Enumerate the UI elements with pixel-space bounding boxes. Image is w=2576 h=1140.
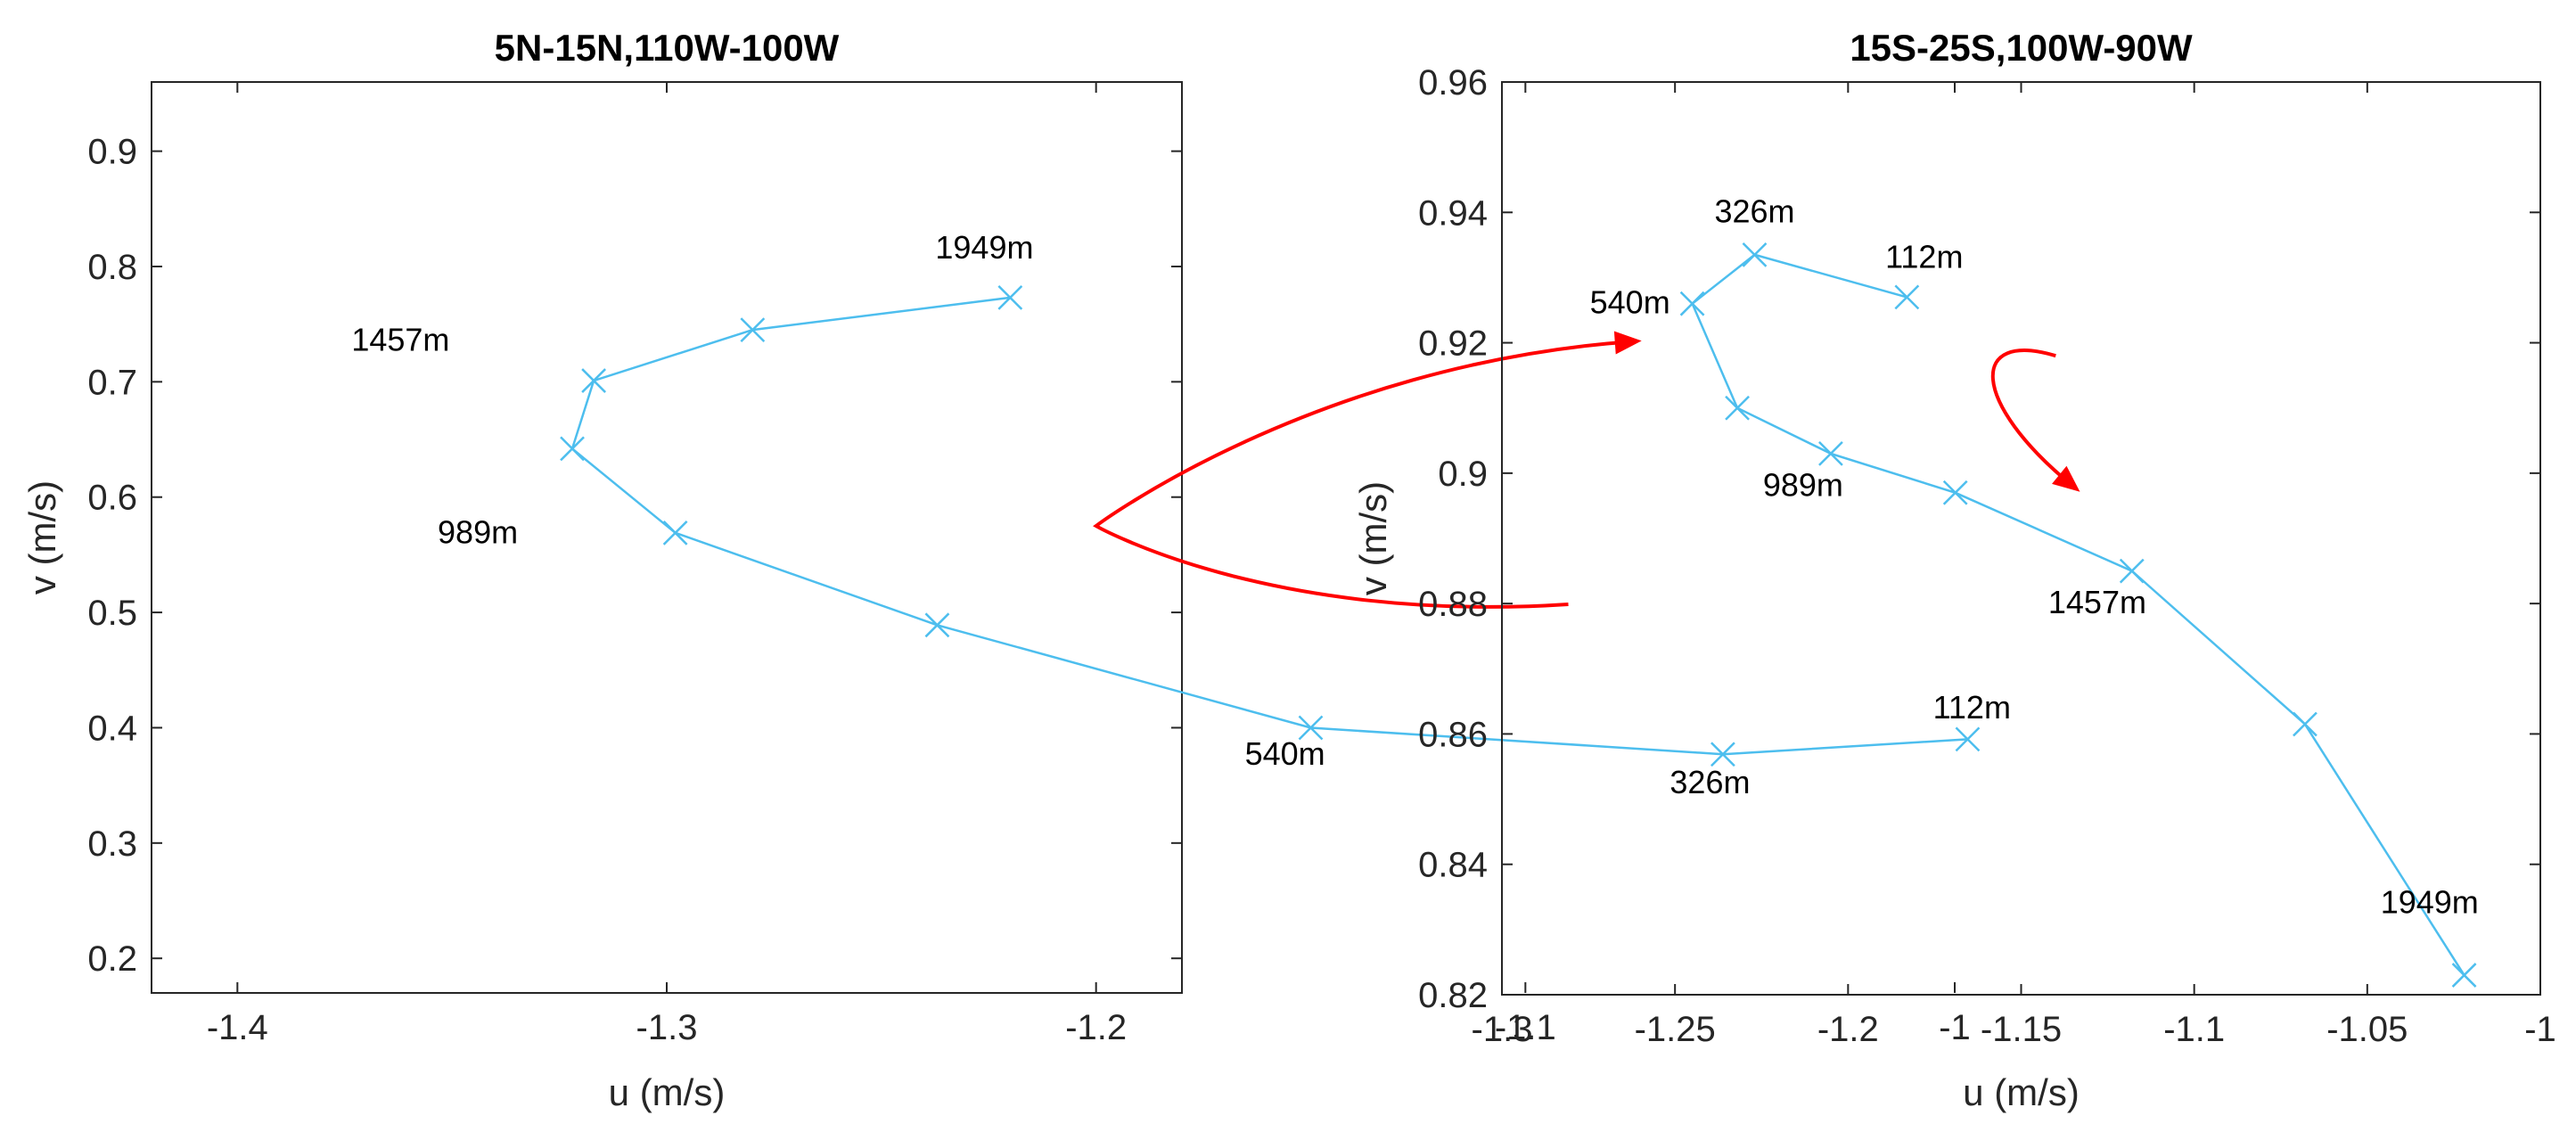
data-point-marker-right	[1942, 480, 1968, 505]
depth-label-right: 326m	[1714, 193, 1794, 229]
x-axis-label-right: u (m/s)	[1963, 1071, 2080, 1113]
depth-label-right: 540m	[1590, 284, 1670, 321]
y-tick-label-right: 0.84	[1418, 846, 1488, 885]
y-tick-label-right: 0.88	[1418, 585, 1488, 624]
data-point-marker-right	[1742, 242, 1768, 267]
depth-label-left: 1949m	[935, 229, 1033, 266]
y-axis-label-right: v (m/s)	[1352, 481, 1394, 595]
y-tick-label-right: 0.86	[1418, 715, 1488, 754]
y-tick-label-right: 0.82	[1418, 976, 1488, 1015]
x-tick-label-left: -1.4	[207, 1008, 268, 1047]
y-tick-label-left: 0.3	[87, 824, 137, 864]
depth-label-right: 989m	[1763, 466, 1843, 503]
y-tick-label-left: 0.8	[87, 248, 137, 287]
data-point-marker-left	[1955, 726, 1981, 752]
data-point-marker-right	[2293, 711, 2318, 737]
x-tick-label-right: -1.3	[1472, 1010, 1533, 1049]
depth-label-left: 326m	[1669, 764, 1750, 800]
x-tick-label-right: -1.1	[2163, 1010, 2225, 1049]
x-tick-label-right: -1	[2524, 1010, 2556, 1049]
data-point-marker-right	[2119, 558, 2145, 584]
data-point-marker-left	[1710, 742, 1735, 767]
x-tick-label-left: -1.2	[1065, 1008, 1127, 1047]
rotation-arrow-right	[1990, 349, 2075, 488]
chart-title-left: 5N-15N,110W-100W	[495, 27, 840, 69]
depth-label-left: 540m	[1245, 735, 1325, 772]
y-tick-label-right: 0.94	[1418, 193, 1488, 233]
axes-box-right	[1501, 81, 2541, 996]
chart-title-right: 15S-25S,100W-90W	[1850, 27, 2193, 69]
rotation-arrowhead-left	[1613, 331, 1642, 355]
x-tick-label-left: -1	[1939, 1008, 1971, 1047]
data-point-marker-left	[997, 285, 1023, 310]
y-axis-label-left: v (m/s)	[21, 480, 63, 595]
data-point-marker-left	[740, 317, 766, 343]
x-axis-label-left: u (m/s)	[609, 1071, 726, 1113]
x-tick-label-right: -1.25	[1635, 1010, 1716, 1049]
x-tick-label-right: -1.05	[2326, 1010, 2408, 1049]
data-point-marker-left	[924, 612, 950, 638]
data-point-marker-right	[1894, 284, 1920, 310]
x-tick-label-left: -1.1	[1495, 1008, 1556, 1047]
depth-label-right: 112m	[1885, 238, 1963, 275]
data-point-marker-right	[2451, 963, 2477, 988]
data-point-marker-right	[1679, 291, 1705, 316]
depth-label-right: 1457m	[2048, 584, 2146, 620]
y-tick-label-left: 0.6	[87, 479, 137, 518]
x-tick-label-right: -1.15	[1981, 1010, 2062, 1049]
y-tick-label-left: 0.9	[87, 133, 137, 172]
data-point-marker-left	[581, 368, 607, 393]
chart-left: -1.4 -1.3 -1.2 -1.1 -1 0.2 0.3 0.4 0.5 0.6 0.7 0.8 0…	[21, 27, 2011, 1113]
depth-label-left: 989m	[438, 513, 518, 550]
y-tick-label-right: 0.92	[1418, 324, 1488, 364]
depth-label-left: 1457m	[351, 321, 449, 357]
y-tick-label-left: 0.4	[87, 709, 137, 748]
series-line-left	[570, 296, 1968, 756]
axes-box-left	[151, 81, 1183, 994]
x-tick-label-left: -1.3	[636, 1008, 698, 1047]
depth-label-right: 1949m	[2381, 884, 2479, 921]
chart-right: -1.3 -1.25 -1.2 -1.15 -1.1 -1.05 -1 0.82 0.84 0.8…	[1352, 27, 2556, 1113]
rotation-arrowhead-right	[2052, 465, 2080, 492]
depth-label-left: 112m	[1933, 689, 2011, 726]
data-point-marker-left	[1298, 715, 1324, 741]
y-tick-label-left: 0.5	[87, 594, 137, 633]
x-tick-label-right: -1.2	[1817, 1010, 1879, 1049]
y-tick-label-right: 0.9	[1438, 455, 1488, 494]
rotation-arrow-left	[1093, 340, 1633, 609]
data-point-marker-left	[662, 520, 688, 545]
y-tick-label-right: 0.96	[1418, 63, 1488, 103]
data-point-marker-right	[1818, 441, 1843, 466]
data-point-marker-right	[1725, 395, 1750, 421]
y-tick-label-left: 0.7	[87, 363, 137, 402]
y-tick-label-left: 0.2	[87, 939, 137, 979]
data-point-marker-left	[560, 436, 585, 462]
